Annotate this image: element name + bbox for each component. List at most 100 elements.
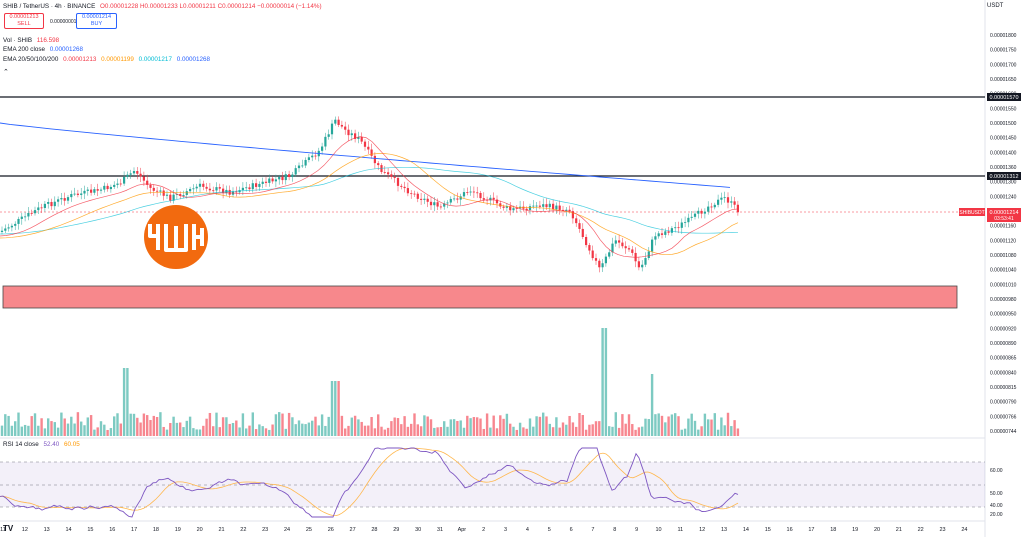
sell-button[interactable]: 0.00001213 SELL <box>4 13 44 29</box>
candle-body <box>377 163 380 166</box>
lower-level-label: 0.00001312 <box>989 174 1018 180</box>
volume-bar <box>726 412 730 436</box>
volume-bar <box>492 415 495 436</box>
candle-body <box>24 216 27 218</box>
candle-body <box>631 249 634 253</box>
rsi-legend[interactable]: RSI 14 close 52.40 60.05 <box>3 441 83 448</box>
demand-zone[interactable] <box>2 285 958 309</box>
price-tick-label: 0.00001160 <box>990 224 1016 230</box>
volume-bar <box>561 422 565 436</box>
candle-body <box>235 191 238 193</box>
volume-bar <box>241 413 245 436</box>
volume-bar <box>667 416 670 436</box>
volume-bar <box>254 429 258 436</box>
volume-bar <box>476 417 479 436</box>
spread-value: 0.00000001 <box>50 19 77 25</box>
currency-selector[interactable]: USDT <box>987 3 1004 9</box>
volume-bar <box>73 423 76 436</box>
candle-body <box>651 239 654 252</box>
volume-bar <box>43 428 47 436</box>
candle-body <box>139 173 142 177</box>
time-tick-label: 6 <box>570 527 573 533</box>
candle-body <box>205 186 208 189</box>
candle-body <box>730 201 733 203</box>
candle-body <box>37 207 40 211</box>
volume-bar <box>116 413 119 436</box>
volume-bar <box>357 419 360 436</box>
volume-bar <box>281 413 284 436</box>
candle-body <box>697 210 700 214</box>
volume-bar <box>278 412 281 436</box>
candle-body <box>558 205 561 210</box>
candle-body <box>255 183 258 187</box>
candle-body <box>370 149 373 156</box>
volume-bar <box>598 421 601 436</box>
candle-body <box>545 204 548 208</box>
ema-multi-legend[interactable]: EMA 20/50/100/200 0.00001213 0.00001199 … <box>3 56 213 63</box>
volume-bar <box>710 419 713 436</box>
volume-bar <box>443 421 446 436</box>
candle-body <box>7 227 10 229</box>
candle-body <box>264 181 268 183</box>
buy-price: 0.00001214 <box>81 14 112 20</box>
volume-bar <box>205 418 208 436</box>
volume-bar <box>687 418 690 436</box>
volume-bar <box>324 425 327 436</box>
candle-body <box>578 223 581 229</box>
candle-body <box>347 129 350 136</box>
buy-button[interactable]: 0.00001214 BUY <box>76 13 117 29</box>
candle-body <box>581 228 584 238</box>
candle-body <box>717 199 720 205</box>
candle-body <box>330 123 334 135</box>
volume-bar <box>129 413 132 436</box>
volume-bar <box>198 429 202 436</box>
ticker-tag <box>959 208 985 216</box>
candle-body <box>30 212 33 214</box>
collapse-legend-toggle[interactable]: ⌃ <box>3 69 9 76</box>
volume-bar <box>119 423 122 436</box>
price-tick-label: 0.00001450 <box>990 136 1017 142</box>
time-tick-label: 16 <box>787 527 793 533</box>
volume-bar <box>304 424 307 436</box>
time-tick-label: Apr <box>458 527 467 533</box>
shib-logo <box>144 205 208 269</box>
volume-bar <box>608 426 611 436</box>
candle-body <box>710 206 713 208</box>
price-tick-label: 0.00001750 <box>990 48 1017 54</box>
candle-body <box>169 194 172 201</box>
ema200-legend[interactable]: EMA 200 close 0.00001268 <box>3 46 86 53</box>
candle-body <box>182 194 185 196</box>
candle-body <box>156 190 159 192</box>
candle-body <box>429 201 433 206</box>
candle-body <box>670 228 673 233</box>
time-tick-label: 9 <box>635 527 638 533</box>
volume-bar <box>446 426 449 436</box>
volume-bar <box>535 416 538 436</box>
volume-bar <box>423 415 426 436</box>
candle-body <box>413 193 416 195</box>
candle-body <box>337 119 340 125</box>
volume-bar <box>716 429 720 436</box>
volume-bar <box>340 415 344 436</box>
tradingview-logo-icon: TV <box>3 524 14 533</box>
candle-body <box>618 240 621 243</box>
volume-bar <box>56 427 60 436</box>
volume-bar <box>548 423 551 436</box>
candle-body <box>403 186 406 189</box>
volume-bar <box>10 425 14 436</box>
volume-bar <box>555 417 558 436</box>
candle-body <box>261 181 264 184</box>
volume-bar <box>122 368 126 436</box>
candle-body <box>228 189 231 195</box>
volume-bar <box>456 420 459 436</box>
volume-bar <box>482 428 485 436</box>
vol-legend[interactable]: Vol · SHIB 116.598 <box>3 37 62 44</box>
time-tick-label: 13 <box>721 527 727 533</box>
volume-bar <box>723 425 726 436</box>
symbol-label[interactable]: SHIB / TetherUS · 4h · BINANCE <box>3 3 96 10</box>
volume-bar <box>155 417 159 436</box>
candle-body <box>436 202 439 207</box>
candle-body <box>449 198 452 203</box>
upper-level-label: 0.00001570 <box>989 95 1018 101</box>
